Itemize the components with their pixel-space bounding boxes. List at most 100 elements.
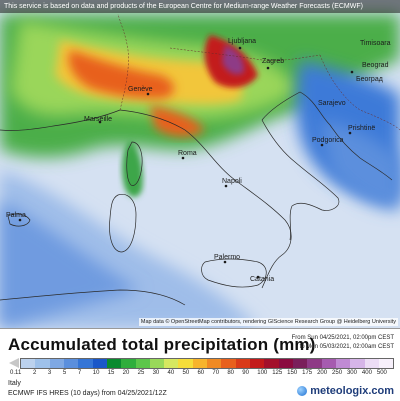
africa-coast [0,289,186,306]
city-label-napoli: Napoli [222,178,242,185]
city-dot [320,143,324,147]
colorbar-swatch [335,359,351,368]
data-source-banner: This service is based on data and produc… [0,0,400,13]
model-label: ECMWF IFS HRES (10 days) from 04/25/2021… [8,390,167,397]
colorbar-tick: 25 [137,370,145,376]
colorbar-swatch [221,359,236,368]
run-info: From Sun 04/25/2021, 02:00pm CEST to Mon… [272,334,394,352]
colorbar-tick: 50 [182,370,190,376]
mallorca-outline [7,213,31,227]
colorbar-swatch [264,359,279,368]
brand-name: meteologix.com [310,385,394,397]
city-dot [18,218,22,222]
city-dot [223,260,227,264]
colorbar-tick: 175 [302,370,313,376]
colorbar-tick: 70 [212,370,220,376]
southwest-rain-core [0,200,140,328]
adriatic-east-coast [261,91,393,181]
city-dot [98,120,102,124]
colorbar-tick: 7 [77,370,82,376]
colorbar-tick: 30 [152,370,160,376]
city-dot [146,92,150,96]
colorbar-tick: 90 [242,370,249,376]
colorbar-tick-first: 0.1 [10,370,19,376]
colorbar-swatch [278,359,293,368]
legend-title: Accumulated total precipitation (mm) [8,335,316,354]
city-label-marseille: Marseille [84,116,113,123]
colorbar-tick: 400 [361,370,372,376]
city-label-beograd-cyrillic: Београд [356,76,383,83]
colorbar-swatch [178,359,193,368]
border-france-italy [117,13,129,111]
city-label-geneve: Genève [128,86,153,93]
colorbar-swatch [207,359,222,368]
city-label-podgorica: Podgorica [312,137,344,144]
apennine-rain-orange [150,105,205,137]
north-rain-orange [68,50,175,99]
colorbar-tick: 15 [107,370,115,376]
balkan-rain-blue-2 [320,120,400,210]
italy-east-coast [261,119,340,241]
colorbar-tick: 300 [346,370,357,376]
colorbar-swatch [364,359,379,368]
colorbar-swatch [92,359,107,368]
city-dot [224,184,228,188]
colorbar-swatch [21,359,36,368]
city-label-ljubljana: Ljubljana [228,38,257,45]
city-label-timisoara: Timisoara [360,40,391,47]
city-dot [181,156,185,160]
borders [117,13,400,131]
city-dots [18,46,354,279]
colorbar-swatch [321,359,336,368]
city-dot [348,131,352,135]
colorbar-swatch [35,359,50,368]
colorbar-tick: 40 [167,370,175,376]
map-attribution: Map data © OpenStreetMap contributors, r… [138,318,398,326]
brand-logo[interactable]: meteologix.com [297,385,394,397]
city-label-catania: Catania [250,276,275,283]
colorbar-tick: 150 [287,370,298,376]
precipitation-map: This service is based on data and produc… [0,0,400,328]
city-dot [256,275,260,279]
colorbar-swatch [49,359,64,368]
city-label-beograd: Beograd [362,62,389,69]
colorbar-tick: 3 [47,370,52,376]
colorbar-swatch [106,359,122,368]
city-dot [350,70,354,74]
colorbar-tick: 10 [92,370,100,376]
colorbar-tick: 5 [62,370,67,376]
colorbar-tick: 125 [272,370,283,376]
colorbar-tick: 2 [32,370,37,376]
run-to: to Mon 05/03/2021, 02:00am CEST [299,344,394,350]
colorbar-swatch [78,359,93,368]
colorbar-swatch [192,359,208,368]
border-alps [169,47,321,61]
sardinia-outline [109,194,137,253]
colorbar-swatch [350,359,365,368]
france-coast [0,109,121,131]
colorbar-tick: 80 [227,370,235,376]
border-balkans [319,54,400,131]
colorbar-swatch [135,359,150,368]
run-from: From Sun 04/25/2021, 02:00pm CEST [291,335,394,341]
colorbar-swatch [250,359,265,368]
colorbar-tick: 200 [317,370,328,376]
italy-west-coast [119,109,292,289]
colorbar-swatch [378,359,394,368]
map-canvas [0,13,400,328]
city-label-roma: Roma [178,150,197,157]
city-label-prishtine: Prishtinë [348,125,376,132]
colorbar-swatch [63,359,79,368]
city-label-palma: Palma [6,212,26,219]
city-dot [266,66,270,70]
colorbar-swatch [235,359,250,368]
city-label-sarajevo: Sarajevo [318,100,346,107]
region-label: Italy [8,380,21,387]
colorbar-tick: 500 [376,370,387,376]
legend-panel: Accumulated total precipitation (mm) Fro… [0,328,400,401]
colorbar-underflow-arrow [9,358,19,368]
colorbar-tick: 100 [257,370,268,376]
colorbar-swatch [149,359,165,368]
colorbar-swatch [164,359,179,368]
colorbar-swatch [307,359,322,368]
